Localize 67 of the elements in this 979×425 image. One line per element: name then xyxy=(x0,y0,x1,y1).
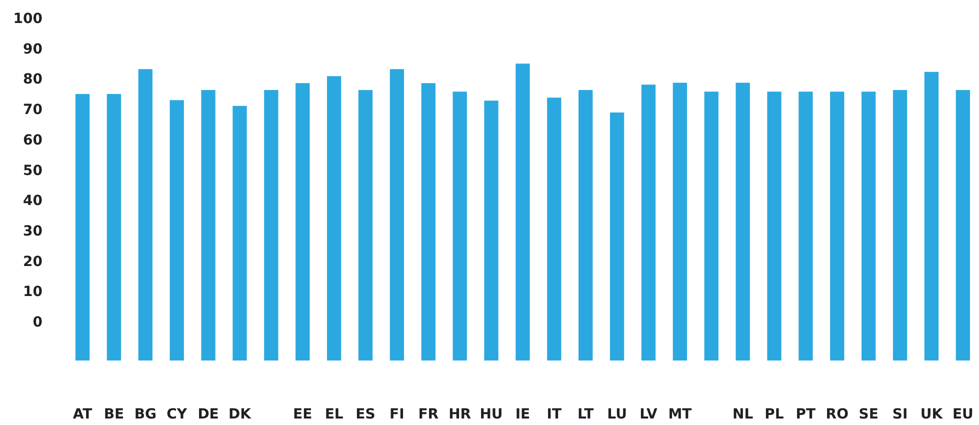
x-tick-label: RO xyxy=(826,406,849,422)
x-tick-label: BG xyxy=(134,406,156,422)
x-tick-label: PT xyxy=(796,406,816,422)
x-tick-label: MT xyxy=(668,406,692,422)
bar xyxy=(390,69,404,360)
x-tick-label: EU xyxy=(952,406,974,422)
bar xyxy=(547,98,562,360)
bar xyxy=(672,82,688,360)
y-tick-label: 40 xyxy=(23,193,43,210)
x-tick-label: FI xyxy=(390,406,404,422)
bar xyxy=(326,76,342,360)
y-tick-label: 30 xyxy=(23,223,43,240)
x-tick-label: HR xyxy=(448,406,472,422)
bar xyxy=(610,112,624,360)
x-tick-label: CY xyxy=(166,406,188,422)
bar xyxy=(767,92,782,360)
x-tick-label: BE xyxy=(104,406,124,422)
x-tick-label: FR xyxy=(418,406,439,422)
x-tick-label: EE xyxy=(293,406,312,422)
bar xyxy=(170,100,184,360)
x-tick-label: ES xyxy=(356,406,376,422)
y-tick-label: 0 xyxy=(32,314,43,331)
x-tick-label: EL xyxy=(324,406,344,422)
bar xyxy=(830,92,844,360)
bar xyxy=(862,92,876,360)
bar xyxy=(578,90,593,360)
x-tick-label: LV xyxy=(640,406,658,422)
bar xyxy=(75,94,90,360)
bar xyxy=(106,94,122,360)
x-tick-label: AT xyxy=(72,406,93,422)
bar xyxy=(641,84,656,360)
bar xyxy=(452,92,467,360)
bar xyxy=(138,69,152,360)
bar xyxy=(736,82,750,360)
x-tick-label: LT xyxy=(578,406,594,422)
y-tick-label: 60 xyxy=(23,132,43,148)
x-tick-label: IT xyxy=(546,406,562,422)
bar xyxy=(892,90,908,360)
y-tick-label: 20 xyxy=(23,254,43,270)
bar xyxy=(516,64,530,360)
bar xyxy=(232,106,247,360)
y-tick-label: 10 xyxy=(23,284,43,300)
bar xyxy=(924,72,939,360)
y-tick-label: 100 xyxy=(13,11,43,27)
bar xyxy=(704,92,718,360)
y-tick-label: 50 xyxy=(23,162,43,179)
bar xyxy=(358,90,373,360)
x-tick-label: UK xyxy=(920,406,944,422)
bar xyxy=(421,83,436,360)
x-tick-label: PL xyxy=(764,406,784,422)
y-tick-label: 90 xyxy=(23,41,43,58)
x-tick-label: SI xyxy=(892,406,908,422)
bar xyxy=(201,90,216,360)
x-tick-label: IE xyxy=(515,406,530,422)
x-tick-label: HU xyxy=(480,406,503,422)
bar xyxy=(798,92,813,360)
y-tick-label: 80 xyxy=(23,72,43,88)
x-tick-label: SE xyxy=(858,406,878,422)
bar xyxy=(484,100,498,360)
x-tick-label: DK xyxy=(228,406,252,422)
y-tick-label: 70 xyxy=(23,102,43,118)
bar xyxy=(264,90,278,360)
bar xyxy=(956,90,970,360)
x-tick-label: NL xyxy=(732,406,754,422)
bar xyxy=(296,83,310,360)
x-tick-label: LU xyxy=(607,406,627,422)
x-tick-label: DE xyxy=(198,406,219,422)
